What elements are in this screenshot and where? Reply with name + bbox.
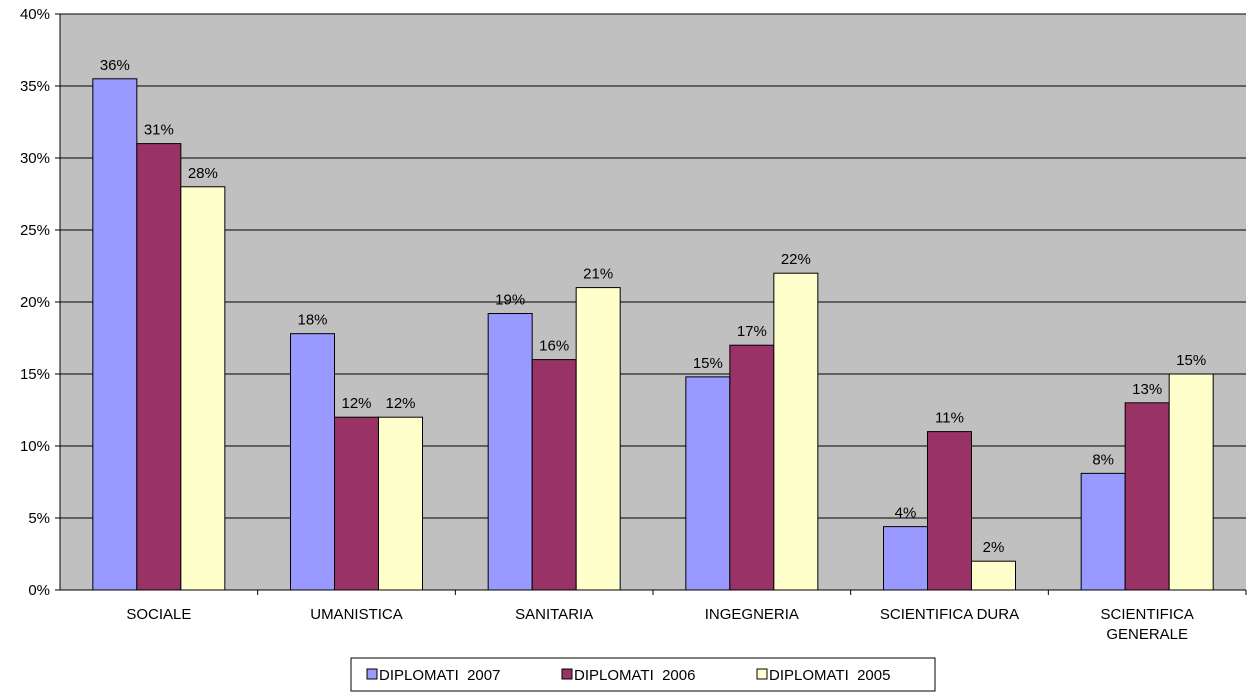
y-tick-label: 20%: [20, 294, 50, 311]
x-tick-label: SANITARIA: [515, 606, 593, 623]
data-label: 8%: [1092, 451, 1114, 468]
bar: [290, 333, 335, 591]
legend-swatch: [756, 668, 768, 680]
y-tick-label: 10%: [20, 438, 50, 455]
bar: [773, 272, 819, 591]
legend-swatch: [561, 668, 573, 680]
y-tick-label: 0%: [28, 582, 50, 599]
x-tick-label: SOCIALE: [126, 606, 191, 623]
legend-swatch: [366, 668, 378, 680]
x-tick-label: INGEGNERIA: [705, 606, 799, 623]
bars: [92, 78, 1214, 591]
y-tick-label: 5%: [28, 510, 50, 527]
bar: [927, 431, 972, 591]
y-tick-label: 30%: [20, 150, 50, 167]
x-tick-label: SCIENTIFICA DURA: [880, 606, 1019, 623]
data-label: 2%: [983, 539, 1005, 556]
data-label: 36%: [100, 57, 130, 74]
bar: [92, 78, 138, 591]
data-label: 31%: [144, 122, 174, 139]
bar: [487, 313, 533, 591]
bar: [1168, 373, 1214, 591]
bar: [378, 416, 423, 591]
y-tick-label: 40%: [20, 6, 50, 23]
data-label: 15%: [1176, 352, 1206, 369]
data-label: 19%: [495, 292, 525, 309]
x-tick-label: GENERALE: [1106, 626, 1188, 643]
legend: DIPLOMATI 2007 DIPLOMATI 2006 DIPLOMATI 20…: [350, 657, 936, 692]
y-tick-label: 25%: [20, 222, 50, 239]
data-label: 13%: [1132, 381, 1162, 398]
bar: [1124, 402, 1170, 591]
data-label: 16%: [539, 338, 569, 355]
x-tick-labels: SOCIALE UMANISTICA SANITARIA INGEGNERIA SCIE…: [126, 606, 1194, 643]
x-tick-label: SCIENTIFICA: [1100, 606, 1193, 623]
bar: [1080, 472, 1126, 591]
bar: [180, 186, 226, 591]
data-label: 21%: [583, 266, 613, 283]
bar: [334, 416, 379, 591]
data-label: 4%: [895, 505, 917, 522]
data-labels: 36% 31% 28% 18% 12% 12% 19% 16% 21% 15% 17% 22% 4% 11…: [100, 57, 1206, 556]
data-label: 15%: [693, 355, 723, 372]
legend-label: DIPLOMATI 2007: [379, 667, 500, 684]
legend-label: DIPLOMATI 2005: [769, 667, 890, 684]
legend-label: DIPLOMATI 2006: [574, 667, 695, 684]
data-label: 11%: [935, 410, 964, 427]
bar: [883, 526, 928, 591]
data-label: 17%: [737, 323, 767, 340]
data-label: 12%: [341, 395, 371, 412]
data-label: 22%: [781, 251, 811, 268]
legend-box: [350, 657, 936, 692]
data-label: 28%: [188, 165, 218, 182]
bar: [685, 376, 731, 591]
gridlines: [60, 13, 1246, 519]
x-tick-label: UMANISTICA: [310, 606, 403, 623]
data-label: 18%: [297, 312, 327, 329]
axes: [55, 13, 1247, 595]
bar: [136, 143, 182, 591]
y-tick-label: 15%: [20, 366, 50, 383]
data-label: 12%: [385, 395, 415, 412]
y-tick-label: 35%: [20, 78, 50, 95]
bar: [971, 560, 1016, 591]
bar: [575, 287, 621, 591]
bar: [531, 359, 577, 591]
bar: [729, 344, 775, 591]
y-tick-labels: 0% 5% 10% 15% 20% 25% 30% 35% 40%: [20, 6, 50, 599]
